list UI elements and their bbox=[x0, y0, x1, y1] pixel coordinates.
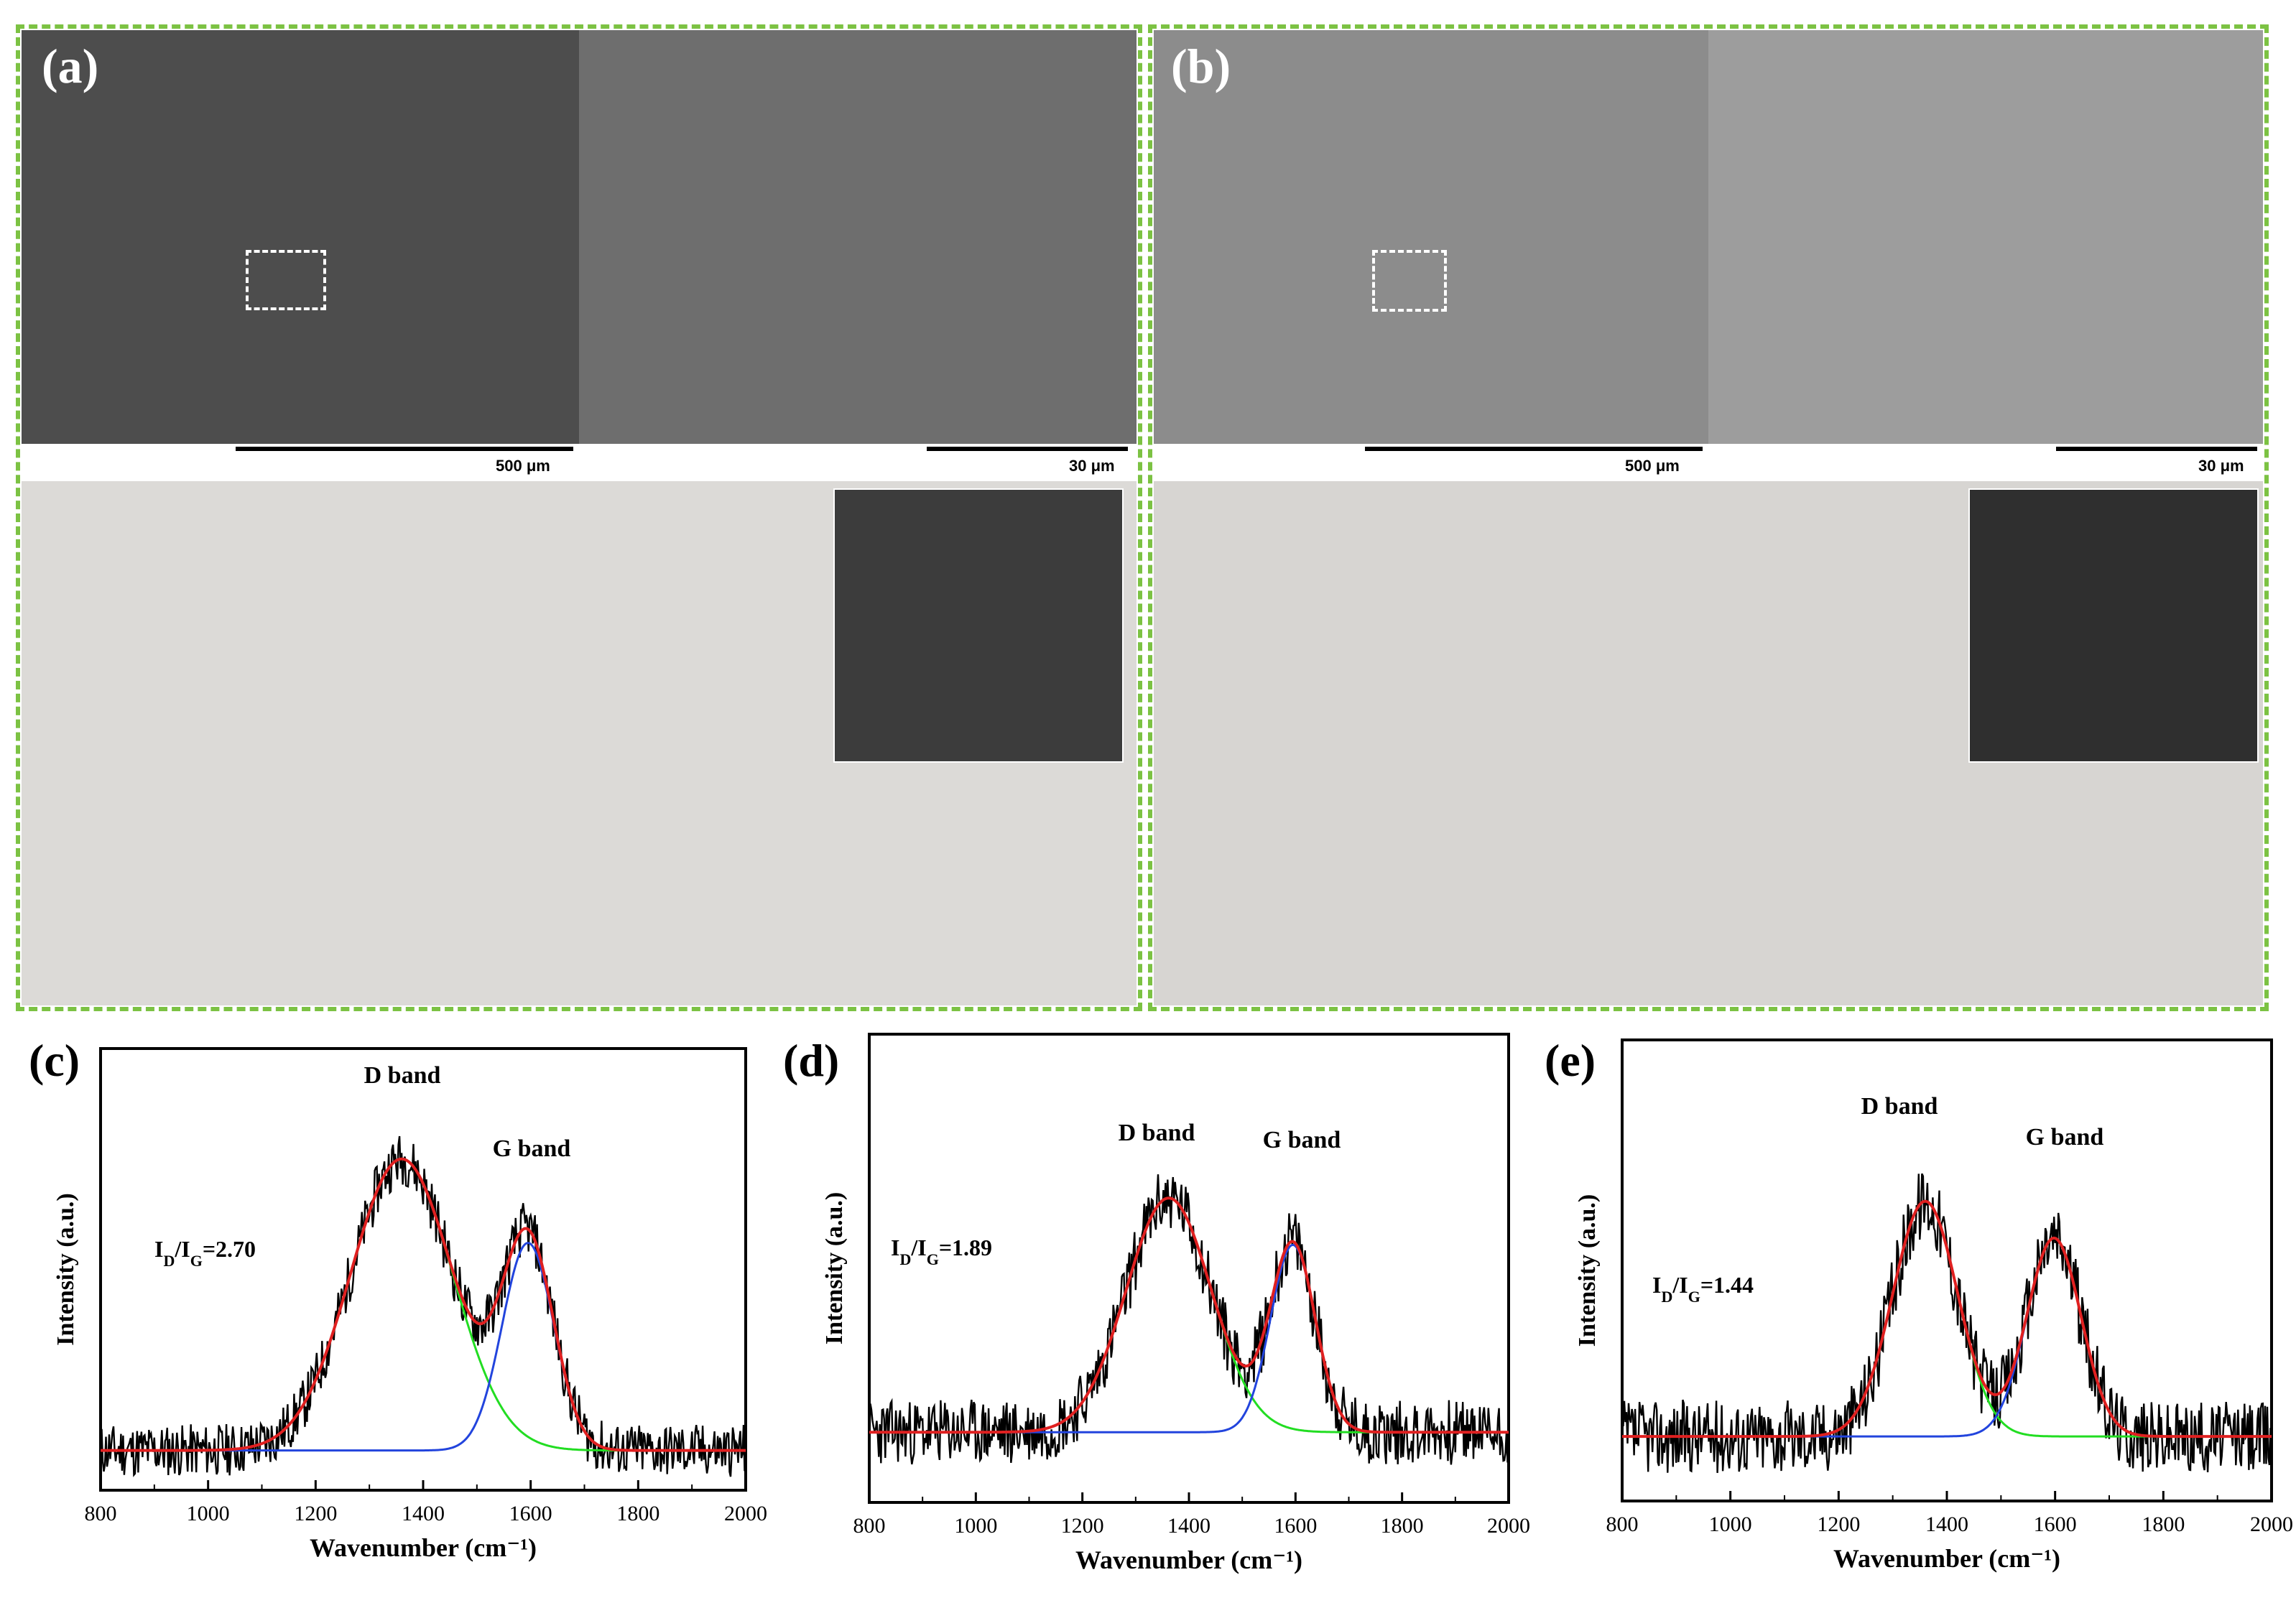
series-raw-spectrum bbox=[99, 1135, 747, 1477]
d-band-label: D band bbox=[364, 1062, 441, 1089]
x-tick-label: 800 bbox=[1606, 1512, 1639, 1536]
x-tick-label: 1000 bbox=[1709, 1512, 1752, 1536]
intensity-ratio: ID/IG=2.70 bbox=[154, 1236, 256, 1270]
y-axis-label: Intensity (a.u.) bbox=[1574, 1194, 1601, 1347]
x-tick-label: 1000 bbox=[954, 1514, 997, 1538]
panel-a-scale-right-text: 30 μm bbox=[1069, 457, 1115, 475]
g-band-label: G band bbox=[2026, 1124, 2104, 1151]
x-tick-label: 1200 bbox=[1061, 1514, 1104, 1538]
series-g-component bbox=[1622, 1237, 2272, 1438]
panel-a-sem-low-mag bbox=[22, 30, 579, 444]
panel-a-scale-left-text: 500 μm bbox=[496, 457, 550, 475]
panel-a bbox=[16, 24, 1142, 1011]
panel-b-scale-right-text: 30 μm bbox=[2198, 457, 2244, 475]
x-tick-label: 1800 bbox=[1381, 1514, 1424, 1538]
panel-b-scalebar-right bbox=[2056, 447, 2257, 451]
d-band-label: D band bbox=[1861, 1093, 1938, 1120]
series-fit bbox=[101, 1157, 746, 1452]
series-g-component bbox=[101, 1242, 746, 1452]
panel-b-zoom-box bbox=[1372, 250, 1447, 312]
raman-chart-d: (d) 800 1000 1200 1400 1600 1800 2000 Wavenumber… bbox=[783, 1033, 1530, 1574]
x-tick-label: 1600 bbox=[2034, 1512, 2077, 1536]
panel-b-inset bbox=[1968, 488, 2259, 763]
x-axis-label: Wavenumber (cm⁻¹) bbox=[310, 1533, 537, 1562]
x-tick-label: 1200 bbox=[294, 1502, 337, 1525]
panel-label: (e) bbox=[1545, 1035, 1596, 1086]
y-axis-label: Intensity (a.u.) bbox=[821, 1192, 848, 1345]
x-axis-label: Wavenumber (cm⁻¹) bbox=[1833, 1544, 2060, 1573]
panel-a-scalebar-right bbox=[927, 447, 1128, 451]
x-tick-label: 1400 bbox=[1925, 1512, 1968, 1536]
x-tick-label: 1600 bbox=[1274, 1514, 1317, 1538]
series-fit bbox=[1622, 1199, 2272, 1439]
raman-chart-e: (e) 800 1000 1200 1400 1600 1800 2000 Wavenumber… bbox=[1545, 1035, 2293, 1573]
x-tick-label: 800 bbox=[853, 1514, 886, 1538]
x-tick-label: 1200 bbox=[1817, 1512, 1860, 1536]
x-tick-label: 1400 bbox=[1167, 1514, 1211, 1538]
x-tick-label: 2000 bbox=[2250, 1512, 2293, 1536]
panel-b-label: (b) bbox=[1171, 39, 1231, 93]
y-axis-label: Intensity (a.u.) bbox=[52, 1193, 79, 1346]
d-band-label: D band bbox=[1119, 1120, 1195, 1146]
plot-frame bbox=[99, 1047, 747, 1492]
plot-frame bbox=[1621, 1038, 2273, 1502]
panel-b bbox=[1148, 24, 2269, 1011]
x-tick-label: 1600 bbox=[509, 1502, 552, 1525]
x-axis-label: Wavenumber (cm⁻¹) bbox=[1075, 1546, 1302, 1574]
intensity-ratio: ID/IG=1.89 bbox=[891, 1235, 992, 1268]
panel-b-sem-low-mag bbox=[1154, 30, 1708, 444]
series-g-component bbox=[869, 1244, 1509, 1433]
panel-a-scalebar-left bbox=[236, 447, 573, 451]
x-tick-label: 1800 bbox=[2142, 1512, 2185, 1536]
panel-b-scale-left-text: 500 μm bbox=[1625, 457, 1680, 475]
panel-a-label: (a) bbox=[42, 39, 99, 93]
panel-a-zoom-box bbox=[246, 250, 326, 310]
panel-b-sem-high-mag bbox=[1708, 30, 2263, 444]
g-band-label: G band bbox=[1263, 1127, 1341, 1153]
panel-b-scalebar-left bbox=[1365, 447, 1703, 451]
series-raw-spectrum bbox=[868, 1174, 1510, 1465]
x-tick-label: 1400 bbox=[402, 1502, 445, 1525]
g-band-label: G band bbox=[493, 1135, 571, 1162]
x-tick-label: 2000 bbox=[1487, 1514, 1530, 1538]
x-tick-label: 800 bbox=[85, 1502, 117, 1525]
panel-label: (d) bbox=[783, 1035, 839, 1086]
panel-a-sem-high-mag bbox=[579, 30, 1137, 444]
x-tick-label: 2000 bbox=[724, 1502, 767, 1525]
panel-a-inset bbox=[833, 488, 1124, 763]
x-tick-label: 1800 bbox=[616, 1502, 659, 1525]
series-raw-spectrum bbox=[1621, 1173, 2273, 1473]
x-tick-label: 1000 bbox=[187, 1502, 230, 1525]
intensity-ratio: ID/IG=1.44 bbox=[1652, 1272, 1754, 1306]
series-fit bbox=[869, 1196, 1509, 1434]
raman-chart-c: (c) 800 1000 1200 1400 1600 1800 2000 Wavenumber… bbox=[29, 1035, 767, 1562]
panel-label: (c) bbox=[29, 1035, 80, 1086]
